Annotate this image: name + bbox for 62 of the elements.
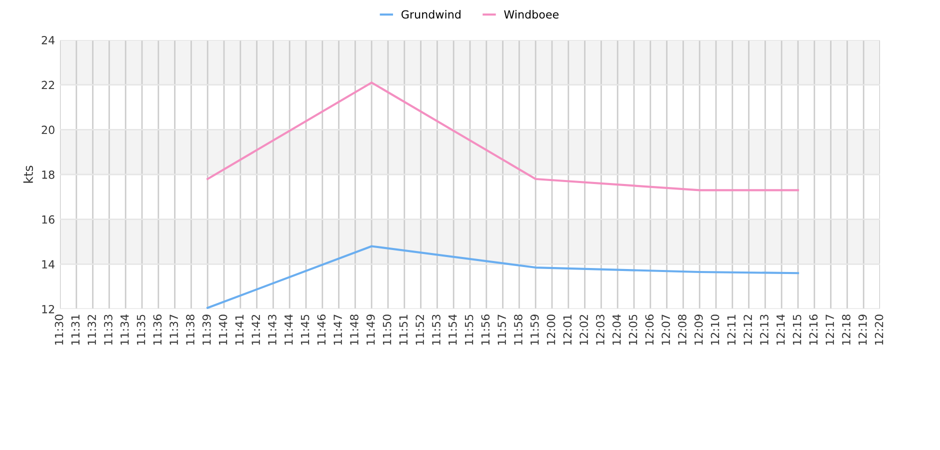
x-tick-label: 11:48: [350, 314, 358, 345]
legend-label: Windboee: [504, 10, 559, 19]
x-tick-label: 12:13: [760, 314, 768, 345]
x-tick-label: 12:02: [580, 314, 588, 345]
x-tick-label: 12:10: [710, 314, 720, 345]
y-tick-label: 14: [42, 260, 55, 268]
x-tick-label: 11:39: [202, 314, 211, 345]
x-tick-label: 11:44: [284, 314, 293, 345]
x-tick-label: 11:41: [235, 314, 244, 345]
x-tick-label: 12:03: [596, 314, 604, 345]
x-tick-label: 12:01: [563, 314, 572, 345]
y-tick-label: 24: [42, 36, 55, 44]
x-tick-label: 12:19: [858, 314, 867, 345]
x-tick-label: 11:53: [432, 314, 440, 345]
x-tick-label: 11:46: [317, 314, 326, 345]
x-tick-label: 11:34: [120, 314, 129, 345]
legend-label: Grundwind: [402, 10, 460, 19]
y-tick-label: 16: [42, 215, 54, 224]
x-tick-label: 11:55: [464, 314, 474, 345]
x-tick-label: 11:38: [186, 314, 194, 345]
x-tick-label: 11:47: [334, 314, 342, 345]
x-tick-label: 11:33: [104, 314, 112, 345]
x-tick-label: 12:14: [776, 314, 785, 345]
x-tick-label: 11:45: [300, 314, 310, 345]
x-tick-label: 11:51: [399, 314, 408, 345]
x-tick-label: 11:37: [170, 314, 178, 345]
x-tick-label: 11:31: [71, 314, 80, 345]
x-tick-label: 11:35: [136, 314, 146, 345]
x-tick-label: 12:04: [612, 314, 621, 345]
x-tick-label: 11:56: [481, 314, 490, 345]
x-tick-label: 11:30: [54, 314, 64, 345]
x-tick-label: 11:59: [530, 314, 539, 345]
line-series: [206, 245, 800, 309]
x-tick-label: 11:40: [218, 314, 228, 345]
x-tick-label: 12:06: [645, 314, 654, 345]
x-tick-label: 11:52: [416, 314, 424, 345]
x-tick-label: 11:43: [268, 314, 276, 345]
x-tick-label: 12:12: [744, 314, 752, 345]
x-tick-label: 12:18: [842, 314, 850, 345]
x-tick-label: 12:20: [874, 314, 884, 345]
x-tick-label: 12:15: [792, 314, 802, 345]
x-tick-label: 11:32: [88, 314, 96, 345]
x-tick-label: 11:36: [153, 314, 162, 345]
x-tick-label: 11:50: [382, 314, 392, 345]
y-tick-label: 22: [42, 80, 54, 90]
x-tick-label: 11:49: [366, 314, 375, 345]
y-tick-label: 20: [42, 126, 54, 134]
x-tick-label: 12:09: [694, 314, 703, 345]
x-tick-label: 12:17: [826, 314, 834, 345]
x-tick-label: 12:16: [809, 314, 818, 345]
x-tick-label: 12:08: [678, 314, 686, 345]
x-tick-label: 11:42: [252, 314, 260, 345]
x-tick-label: 12:11: [727, 314, 736, 345]
x-tick-label: 12:00: [546, 314, 556, 345]
y-tick-label: 18: [42, 170, 54, 179]
y-axis-title: kts: [23, 166, 34, 183]
x-tick-label: 11:54: [448, 314, 457, 345]
x-tick-label: 12:07: [662, 314, 670, 345]
x-tick-label: 12:05: [628, 314, 638, 345]
x-tick-label: 11:57: [498, 314, 506, 345]
y-tick-label: 12: [42, 304, 54, 314]
x-tick-label: 11:58: [514, 314, 522, 345]
